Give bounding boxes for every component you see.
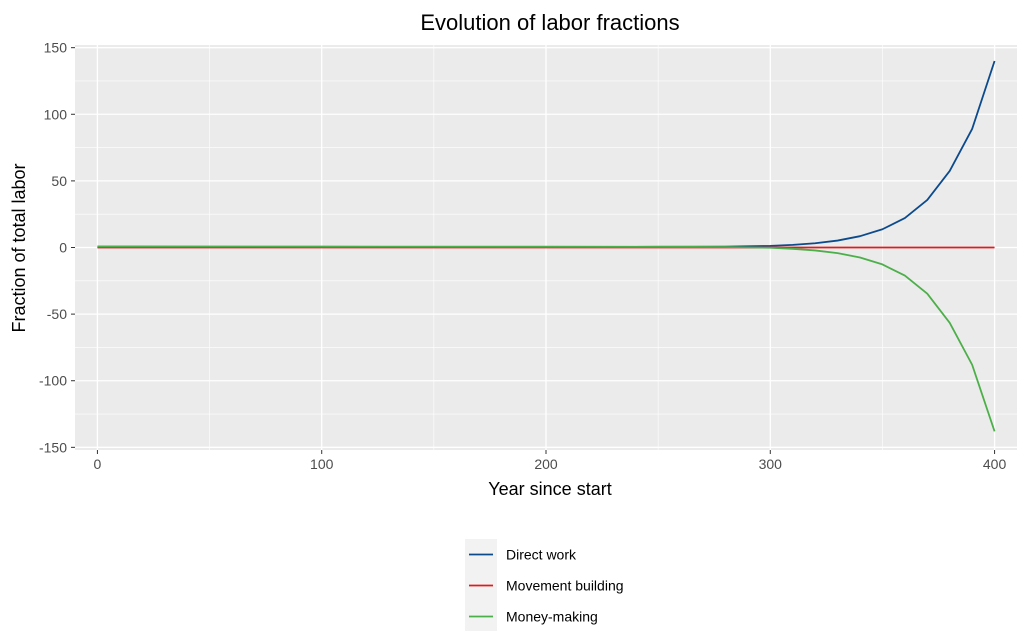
y-axis-title: Fraction of total labor [9,163,29,332]
y-tick-label: -100 [39,373,67,389]
y-tick-label: 50 [51,173,67,189]
y-tick-label: 100 [44,106,68,122]
y-tick-label: 150 [44,40,68,56]
y-tick-label: -150 [39,439,67,455]
x-tick-label: 400 [983,456,1007,472]
legend: Direct work Movement building Money-making [465,539,624,631]
y-tick-label: 0 [59,240,67,256]
legend-label: Movement building [506,578,624,594]
series-line-money-making [97,245,996,432]
legend-label: Money-making [506,609,598,625]
x-tick-label: 100 [310,456,334,472]
y-tick-label: -50 [47,306,67,322]
x-tick-label: 200 [534,456,558,472]
chart-title: Evolution of labor fractions [420,10,679,35]
x-axis: 0 100 200 300 400 [94,450,1007,472]
x-axis-title: Year since start [488,479,611,499]
legend-label: Direct work [506,547,577,563]
series-lines [97,60,996,432]
x-tick-label: 0 [94,456,102,472]
y-axis: -150 -100 -50 0 50 100 150 [39,40,75,455]
x-tick-label: 300 [759,456,783,472]
